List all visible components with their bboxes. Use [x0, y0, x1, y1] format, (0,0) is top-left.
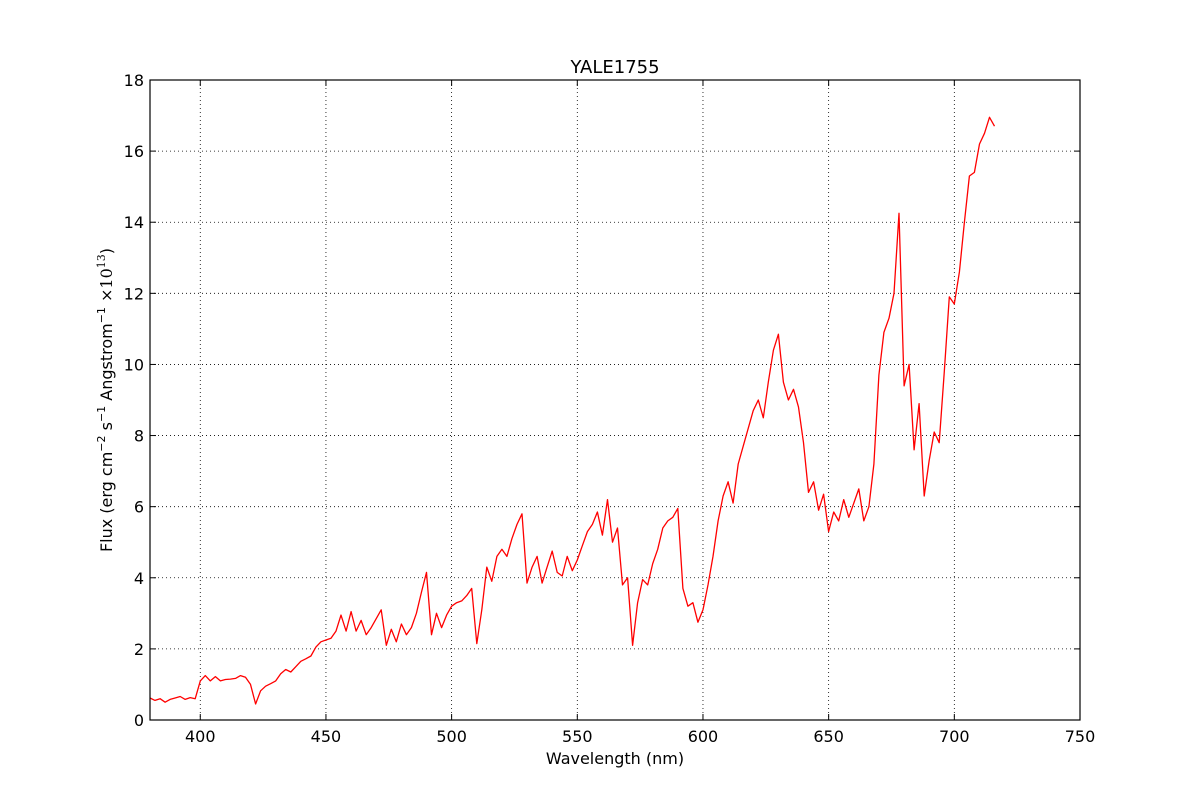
x-tick-label: 400 — [185, 727, 216, 746]
y-tick-label: 0 — [134, 711, 144, 730]
y-label-sup3: −1 — [95, 307, 108, 323]
x-tick-label: 700 — [939, 727, 970, 746]
y-label-mid3: ×10 — [97, 268, 116, 307]
plot-frame — [149, 79, 1081, 721]
y-label-mid2: Angstrom — [97, 323, 116, 406]
y-tick-label: 2 — [134, 640, 144, 659]
x-tick-label: 750 — [1065, 727, 1096, 746]
flux-series-line — [149, 116, 996, 705]
y-axis-label: Flux (erg cm−2 s−1 Angstrom−1 ×1013) — [95, 248, 116, 552]
x-tick-labels: 400 450 500 550 600 650 700 750 — [185, 727, 1095, 746]
y-tick-label: 12 — [124, 284, 144, 303]
y-tick-labels: 0 2 4 6 8 10 12 14 16 18 — [124, 71, 144, 730]
y-tick-label: 14 — [124, 213, 144, 232]
y-label-end: ) — [97, 248, 116, 254]
x-tick-label: 450 — [311, 727, 342, 746]
x-tick-label: 650 — [813, 727, 844, 746]
x-tick-label: 550 — [562, 727, 593, 746]
y-label-mid1: s — [97, 422, 116, 435]
y-tick-label: 10 — [124, 355, 144, 374]
y-label-sup4: 13 — [95, 254, 108, 268]
grid-lines — [150, 80, 1080, 720]
y-tick-label: 4 — [134, 569, 144, 588]
x-tick-label: 500 — [436, 727, 467, 746]
x-axis-label: Wavelength (nm) — [546, 749, 684, 768]
x-tick-label: 600 — [688, 727, 719, 746]
y-label-sup2: −1 — [95, 406, 108, 422]
y-label-sup1: −2 — [95, 435, 108, 451]
y-tick-label: 18 — [124, 71, 144, 90]
tick-marks — [150, 79, 1081, 721]
y-tick-label: 16 — [124, 142, 144, 161]
y-tick-label: 6 — [134, 498, 144, 517]
y-tick-label: 8 — [134, 427, 144, 446]
chart-title: YALE1755 — [569, 57, 659, 78]
y-label-main: Flux (erg cm — [97, 452, 116, 552]
series-layer — [149, 116, 996, 705]
